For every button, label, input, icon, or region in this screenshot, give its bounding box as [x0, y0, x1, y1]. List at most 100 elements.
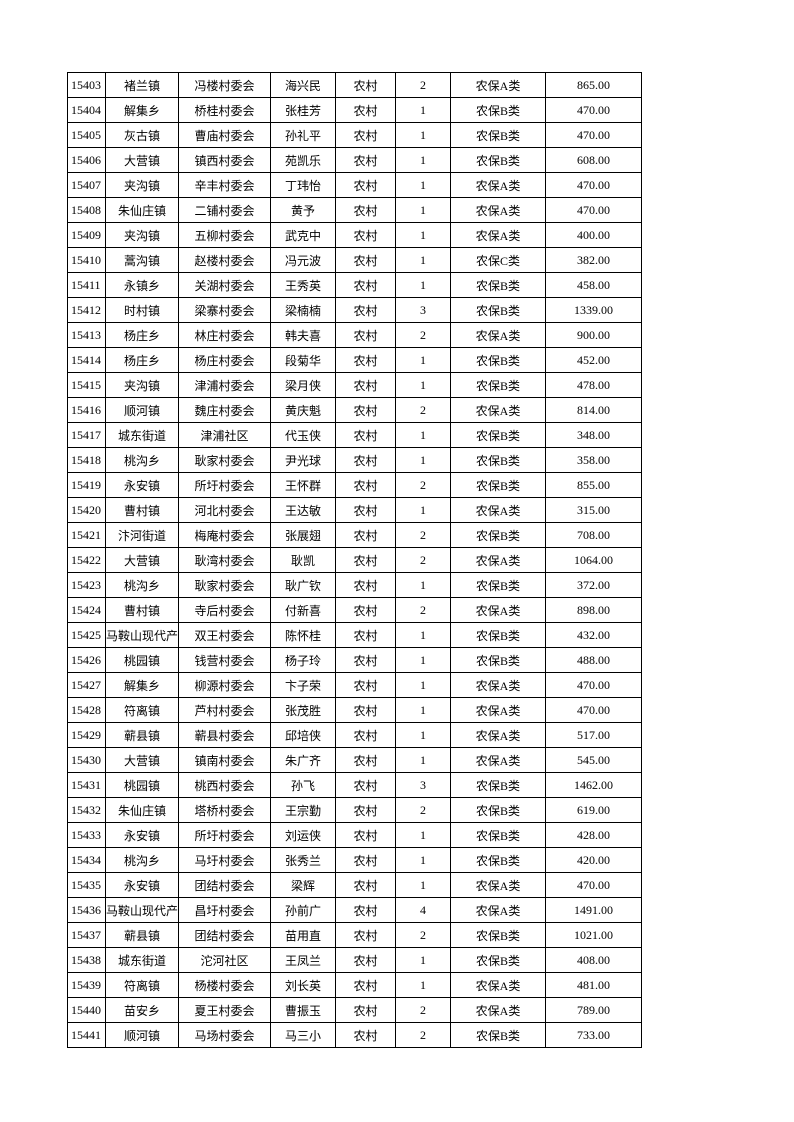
amount: 855.00 — [545, 472, 642, 498]
row-id: 15435 — [67, 872, 106, 898]
row-id: 15433 — [67, 822, 106, 848]
count: 1 — [395, 822, 451, 848]
person-name: 韩夫喜 — [270, 322, 336, 348]
person-name: 耿广钦 — [270, 572, 336, 598]
table-row: 15413 杨庄乡 林庄村委会 韩夫喜 农村 2 农保A类 900.00 — [67, 322, 642, 348]
area-type: 农村 — [335, 272, 396, 298]
table-row: 15431 桃园镇 桃西村委会 孙飞 农村 3 农保B类 1462.00 — [67, 772, 642, 798]
row-id: 15437 — [67, 922, 106, 948]
count: 1 — [395, 97, 451, 123]
category: 农保A类 — [450, 672, 546, 698]
person-name: 耿凯 — [270, 547, 336, 573]
table-row: 15441 顺河镇 马场村委会 马三小 农村 2 农保B类 733.00 — [67, 1022, 642, 1048]
row-id: 15414 — [67, 347, 106, 373]
row-id: 15419 — [67, 472, 106, 498]
table-row: 15428 符离镇 芦村村委会 张茂胜 农村 1 农保A类 470.00 — [67, 697, 642, 723]
village: 五柳村委会 — [178, 222, 271, 248]
category: 农保A类 — [450, 997, 546, 1023]
person-name: 黄予 — [270, 197, 336, 223]
person-name: 孙前广 — [270, 897, 336, 923]
count: 2 — [395, 547, 451, 573]
village: 马圩村委会 — [178, 847, 271, 873]
row-id: 15440 — [67, 997, 106, 1023]
village: 沱河社区 — [178, 947, 271, 973]
row-id: 15411 — [67, 272, 106, 298]
amount: 1339.00 — [545, 297, 642, 323]
town: 永安镇 — [105, 822, 179, 848]
person-name: 张桂芳 — [270, 97, 336, 123]
row-id: 15405 — [67, 122, 106, 148]
town: 夹沟镇 — [105, 222, 179, 248]
town: 永镇乡 — [105, 272, 179, 298]
category: 农保B类 — [450, 922, 546, 948]
table-row: 15434 桃沟乡 马圩村委会 张秀兰 农村 1 农保B类 420.00 — [67, 847, 642, 873]
amount: 478.00 — [545, 372, 642, 398]
category: 农保A类 — [450, 697, 546, 723]
amount: 608.00 — [545, 147, 642, 173]
person-name: 王宗勤 — [270, 797, 336, 823]
area-type: 农村 — [335, 922, 396, 948]
town: 蕲县镇 — [105, 922, 179, 948]
town: 马鞍山现代产 — [105, 622, 179, 648]
table-row: 15423 桃沟乡 耿家村委会 耿广钦 农村 1 农保B类 372.00 — [67, 572, 642, 598]
person-name: 卞子荣 — [270, 672, 336, 698]
amount: 470.00 — [545, 197, 642, 223]
area-type: 农村 — [335, 72, 396, 98]
count: 3 — [395, 297, 451, 323]
town: 杨庄乡 — [105, 322, 179, 348]
amount: 545.00 — [545, 747, 642, 773]
village: 津浦村委会 — [178, 372, 271, 398]
area-type: 农村 — [335, 497, 396, 523]
count: 2 — [395, 1022, 451, 1048]
table-row: 15409 夹沟镇 五柳村委会 武克中 农村 1 农保A类 400.00 — [67, 222, 642, 248]
count: 1 — [395, 197, 451, 223]
person-name: 孙礼平 — [270, 122, 336, 148]
person-name: 梁辉 — [270, 872, 336, 898]
count: 2 — [395, 922, 451, 948]
town: 桃沟乡 — [105, 447, 179, 473]
row-id: 15432 — [67, 797, 106, 823]
area-type: 农村 — [335, 247, 396, 273]
count: 1 — [395, 972, 451, 998]
amount: 470.00 — [545, 97, 642, 123]
amount: 458.00 — [545, 272, 642, 298]
amount: 470.00 — [545, 872, 642, 898]
person-name: 张茂胜 — [270, 697, 336, 723]
town: 灰古镇 — [105, 122, 179, 148]
town: 城东街道 — [105, 422, 179, 448]
village: 马场村委会 — [178, 1022, 271, 1048]
table-row: 15437 蕲县镇 团结村委会 苗用直 农村 2 农保B类 1021.00 — [67, 922, 642, 948]
area-type: 农村 — [335, 397, 396, 423]
category: 农保B类 — [450, 1022, 546, 1048]
table-row: 15418 桃沟乡 耿家村委会 尹光球 农村 1 农保B类 358.00 — [67, 447, 642, 473]
area-type: 农村 — [335, 672, 396, 698]
village: 梅庵村委会 — [178, 522, 271, 548]
town: 顺河镇 — [105, 1022, 179, 1048]
person-name: 王达敏 — [270, 497, 336, 523]
category: 农保B类 — [450, 272, 546, 298]
row-id: 15429 — [67, 722, 106, 748]
town: 永安镇 — [105, 872, 179, 898]
count: 1 — [395, 672, 451, 698]
area-type: 农村 — [335, 847, 396, 873]
count: 1 — [395, 872, 451, 898]
row-id: 15409 — [67, 222, 106, 248]
category: 农保B类 — [450, 372, 546, 398]
category: 农保A类 — [450, 597, 546, 623]
row-id: 15416 — [67, 397, 106, 423]
count: 2 — [395, 472, 451, 498]
area-type: 农村 — [335, 297, 396, 323]
row-id: 15404 — [67, 97, 106, 123]
town: 桃沟乡 — [105, 847, 179, 873]
category: 农保B类 — [450, 422, 546, 448]
person-name: 黄庆魁 — [270, 397, 336, 423]
area-type: 农村 — [335, 222, 396, 248]
table-row: 15427 解集乡 柳源村委会 卞子荣 农村 1 农保A类 470.00 — [67, 672, 642, 698]
area-type: 农村 — [335, 97, 396, 123]
row-id: 15420 — [67, 497, 106, 523]
village: 赵楼村委会 — [178, 247, 271, 273]
table-row: 15430 大营镇 镇南村委会 朱广齐 农村 1 农保A类 545.00 — [67, 747, 642, 773]
category: 农保A类 — [450, 222, 546, 248]
table-row: 15424 曹村镇 寺后村委会 付新喜 农村 2 农保A类 898.00 — [67, 597, 642, 623]
